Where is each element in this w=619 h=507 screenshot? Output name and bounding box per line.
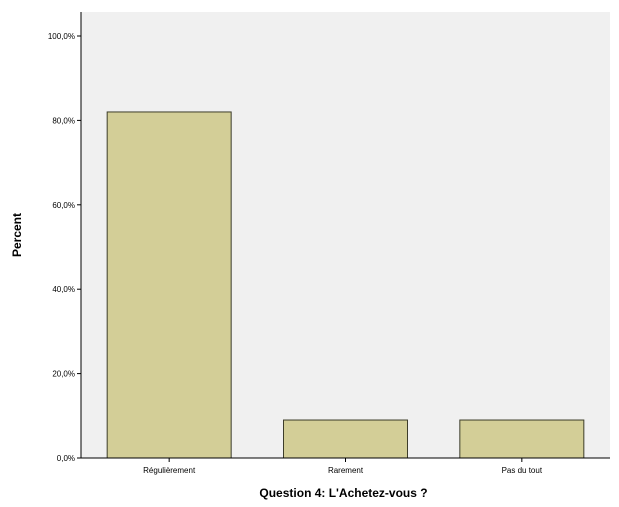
bar-3 <box>459 419 585 459</box>
bar-1 <box>106 111 232 459</box>
x-tick-label: Pas du tout <box>502 466 543 475</box>
bar-2 <box>283 419 408 459</box>
y-tick-label: 100,0% <box>48 32 75 41</box>
y-tick-label: 80,0% <box>52 116 75 125</box>
x-axis-ticks: Régulièrement Rarement Pas du tout <box>143 458 543 475</box>
x-axis-title: Question 4: L'Achetez-vous ? <box>259 486 427 500</box>
bars <box>106 111 585 459</box>
y-axis-title: Percent <box>10 213 24 257</box>
y-axis-ticks: 0,0% 20,0% 40,0% 60,0% 80,0% 100,0% <box>48 32 81 463</box>
y-tick-label: 60,0% <box>52 201 75 210</box>
x-tick-label: Régulièrement <box>143 466 196 475</box>
x-tick-label: Rarement <box>328 466 364 475</box>
y-tick-label: 40,0% <box>52 285 75 294</box>
y-tick-label: 0,0% <box>57 454 75 463</box>
y-tick-label: 20,0% <box>52 370 75 379</box>
